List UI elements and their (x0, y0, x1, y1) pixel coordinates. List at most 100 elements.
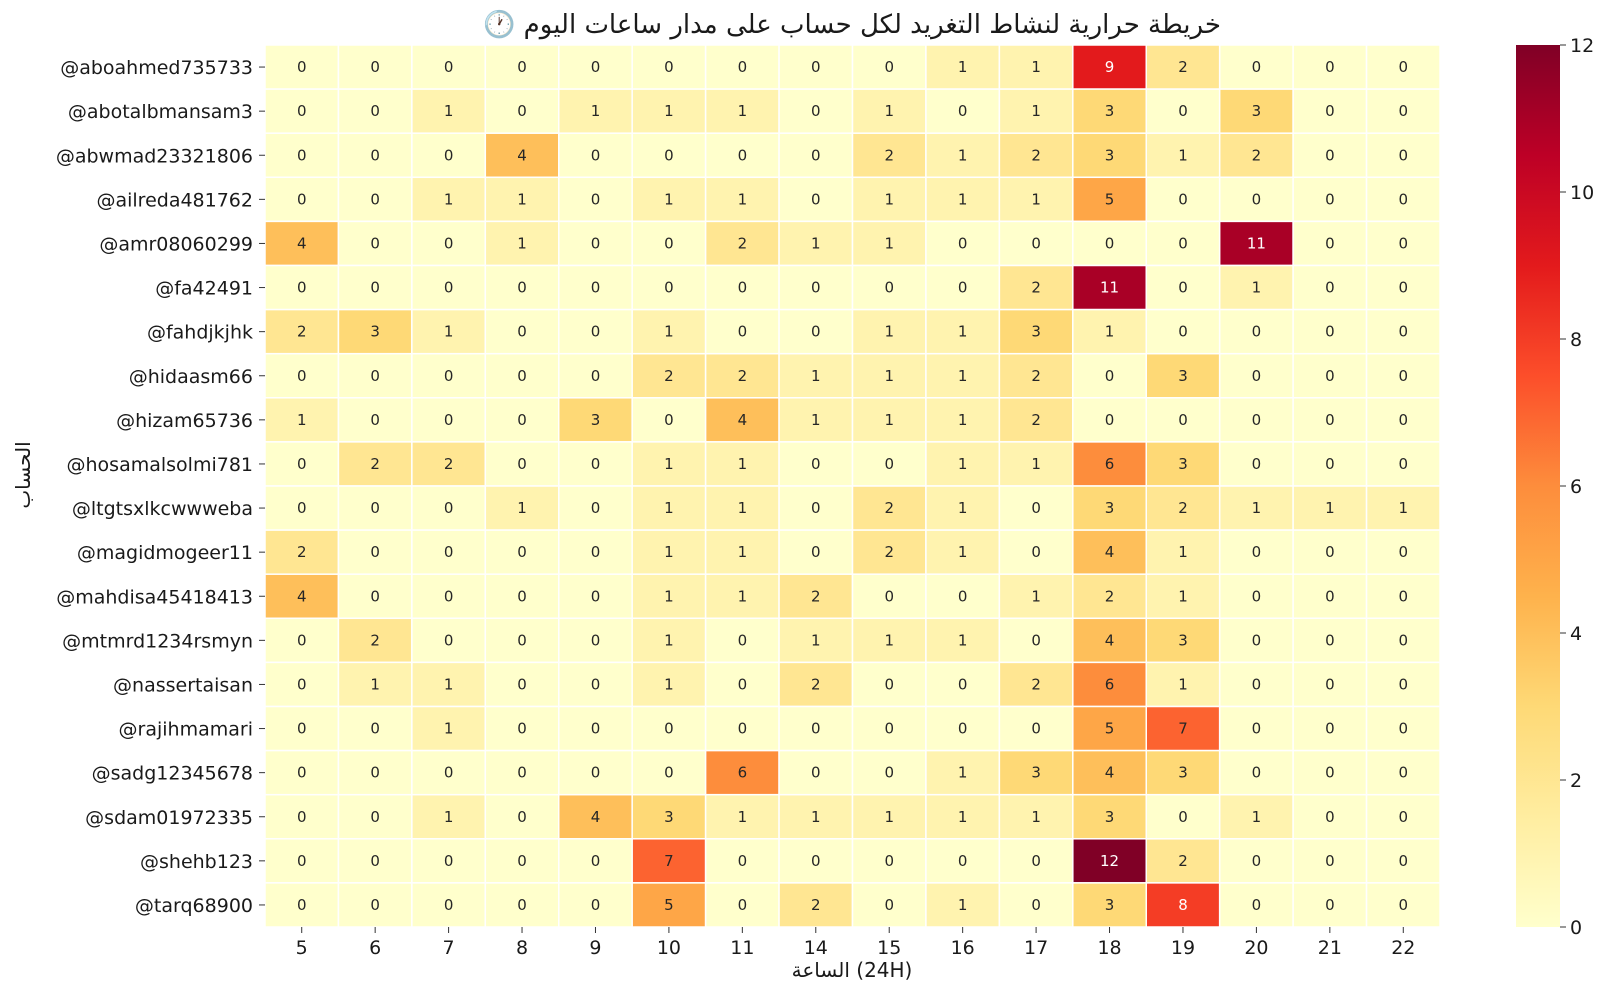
cell-value-label: 0 (297, 631, 307, 649)
heatmap-cell (1292, 838, 1368, 884)
cell-value-label: 0 (738, 852, 748, 870)
cell-value-label: 2 (738, 234, 748, 252)
cell-value-label: 0 (811, 58, 821, 76)
x-tick-label: 14 (804, 937, 828, 959)
cell-value-label: 0 (811, 455, 821, 473)
heatmap-cell (1072, 838, 1147, 884)
cell-value-label: 1 (811, 367, 821, 385)
cell-value-label: 1 (1031, 58, 1041, 76)
x-tick-label: 19 (1171, 937, 1195, 959)
cell-value-label: 1 (958, 808, 968, 826)
x-tick-label: 11 (730, 937, 754, 959)
cell-value-label: 1 (811, 631, 821, 649)
heatmap-cell (337, 529, 413, 575)
cell-value-label: 0 (591, 587, 601, 605)
cell-value-label: 2 (884, 146, 894, 164)
cell-value-label: 11 (1247, 234, 1266, 252)
cell-value-label: 0 (811, 499, 821, 517)
heatmap-cell (704, 573, 780, 620)
cell-value-label: 1 (738, 190, 748, 208)
heatmap-cell (558, 661, 633, 708)
heatmap-cell (411, 308, 487, 355)
heatmap-cell (558, 176, 633, 223)
heatmap-cell (631, 441, 707, 487)
cell-value-label: 0 (297, 896, 307, 914)
heatmap-cell (1072, 308, 1147, 355)
heatmap-cell (998, 705, 1074, 752)
cell-value-label: 0 (591, 764, 601, 782)
cell-value-label: 0 (370, 234, 380, 252)
cell-value-label: 1 (958, 323, 968, 341)
heatmap-cell (778, 176, 854, 223)
cell-value-label: 1 (1178, 146, 1188, 164)
x-tick-label: 10 (657, 937, 681, 959)
cell-value-label: 0 (297, 720, 307, 738)
heatmap-cell (484, 661, 560, 708)
heatmap-cell (631, 88, 707, 134)
cell-value-label: 1 (738, 455, 748, 473)
heatmap-cell (1292, 352, 1368, 399)
cell-value-label: 0 (1399, 808, 1409, 826)
y-tick-label: @hizam65736 (116, 410, 253, 432)
cell-value-label: 1 (811, 411, 821, 429)
cell-value-label: 0 (1399, 146, 1409, 164)
cell-value-label: 1 (958, 896, 968, 914)
cell-value-label: 0 (1399, 58, 1409, 76)
cell-value-label: 1 (517, 234, 527, 252)
cell-value-label: 0 (664, 146, 674, 164)
cell-value-label: 1 (664, 631, 674, 649)
cell-value-label: 1 (884, 102, 894, 120)
cell-value-label: 1 (1031, 102, 1041, 120)
heatmap-cell (484, 397, 560, 443)
cell-value-label: 1 (738, 499, 748, 517)
heatmap-cell (1365, 441, 1441, 487)
heatmap-cell (1218, 44, 1294, 90)
heatmap-cell (264, 882, 340, 928)
cell-value-label: 0 (1325, 279, 1335, 297)
cell-value-label: 0 (1178, 190, 1188, 208)
cell-value-label: 0 (1031, 499, 1041, 517)
cell-value-label: 8 (1178, 896, 1188, 914)
heatmap-cell (1145, 441, 1221, 487)
colorbar-tick-label: 8 (1570, 329, 1582, 351)
heatmap-cell (998, 88, 1074, 134)
heatmap-cell (1145, 617, 1221, 664)
x-tick-label: 18 (1097, 937, 1121, 959)
x-tick-labels: 5 6 7 8 9 10 11 14 15 16 17 18 19 20 21 22 (296, 927, 1415, 959)
heatmap-cell (264, 441, 340, 487)
cell-value-label: 1 (1031, 587, 1041, 605)
heatmap-cell (1365, 308, 1441, 355)
heatmap-cell (1145, 793, 1221, 840)
heatmap-cell (778, 661, 854, 708)
heatmap-cell (1365, 529, 1441, 575)
heatmap-cell (1218, 308, 1294, 355)
cell-value-label: 0 (444, 631, 454, 649)
cell-value-label: 0 (370, 146, 380, 164)
cell-value-label: 0 (517, 808, 527, 826)
cell-value-label: 7 (664, 852, 674, 870)
cell-value-label: 0 (1325, 675, 1335, 693)
cell-value-label: 0 (1031, 720, 1041, 738)
cell-value-label: 0 (517, 279, 527, 297)
cell-value-label: 3 (1178, 631, 1188, 649)
heatmap-cell (631, 529, 707, 575)
heatmap-cell (1218, 220, 1294, 267)
cell-value-label: 2 (297, 323, 307, 341)
cell-value-label: 0 (444, 367, 454, 385)
cell-value-label: 3 (1105, 146, 1115, 164)
heatmap-cell (411, 529, 487, 575)
cell-value-label: 3 (591, 411, 601, 429)
cell-value-label: 11 (1100, 279, 1119, 297)
heatmap-cell (631, 308, 707, 355)
cell-value-label: 1 (444, 808, 454, 826)
heatmap-cell (778, 882, 854, 928)
cell-value-label: 0 (1178, 808, 1188, 826)
colorbar-tick-label: 6 (1570, 476, 1582, 498)
heatmap-cell (1072, 705, 1147, 752)
cell-value-label: 0 (370, 764, 380, 782)
heatmap-cell (1365, 176, 1441, 223)
x-tick-label: 20 (1244, 937, 1268, 959)
heatmap-cell (1365, 793, 1441, 840)
cell-value-label: 0 (1399, 720, 1409, 738)
cell-value-label: 6 (738, 764, 748, 782)
